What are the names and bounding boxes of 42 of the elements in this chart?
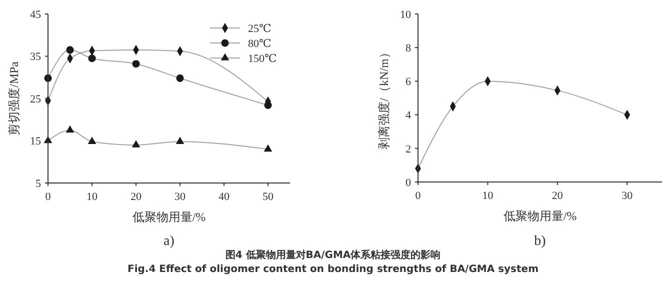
caption: 图4 低聚物用量对BA/GMA体系粘接强度的影响 (225, 249, 441, 261)
point (88, 136, 96, 144)
x-tick-label: 40 (218, 191, 230, 203)
y-tick-label: 0 (406, 176, 412, 189)
y-tick-label: 25 (30, 93, 42, 106)
point (176, 74, 184, 82)
y-tick-label: 5 (36, 178, 42, 190)
text: a) (164, 234, 175, 249)
x-tick-label: 30 (622, 190, 634, 202)
point (176, 136, 184, 144)
legend-label: 150℃ (248, 52, 277, 65)
caption: Fig.4 Effect of oligomer content on bonding strengths of BA/GMA system (127, 264, 539, 275)
point (132, 60, 140, 68)
y-tick-label: 4 (406, 110, 412, 122)
text: b) (534, 234, 546, 249)
x-tick-label: 20 (552, 190, 564, 202)
x-axis-title: 低聚物用量/% (132, 210, 206, 224)
x-tick-label: 0 (415, 190, 422, 202)
y-tick-label: 10 (400, 8, 412, 21)
point (264, 144, 272, 152)
point (88, 54, 96, 62)
x-tick-label: 10 (86, 191, 98, 203)
point (66, 46, 74, 54)
x-axis-title: 低聚物用量/% (503, 209, 577, 223)
y-tick-label: 15 (30, 136, 42, 148)
y-tick-label: 35 (30, 51, 42, 64)
y-tick-label: 2 (406, 143, 411, 156)
x-tick-label: 30 (174, 191, 186, 203)
y-tick-label: 6 (406, 76, 412, 88)
point (132, 140, 140, 148)
x-tick-label: 50 (262, 191, 274, 203)
y-tick-label: 45 (30, 8, 42, 21)
point (264, 101, 272, 110)
y-tick-label: 8 (406, 42, 412, 54)
point (66, 125, 74, 133)
y-axis-title: 剪切强度/MPa (7, 60, 22, 136)
x-tick-label: 10 (482, 190, 494, 202)
legend-label: 25℃ (248, 22, 272, 35)
x-tick-label: 0 (45, 191, 52, 203)
legend-label: 80℃ (248, 38, 272, 50)
y-axis-title: 剥离强度/（kN/m） (377, 46, 392, 150)
x-tick-label: 20 (130, 191, 142, 203)
